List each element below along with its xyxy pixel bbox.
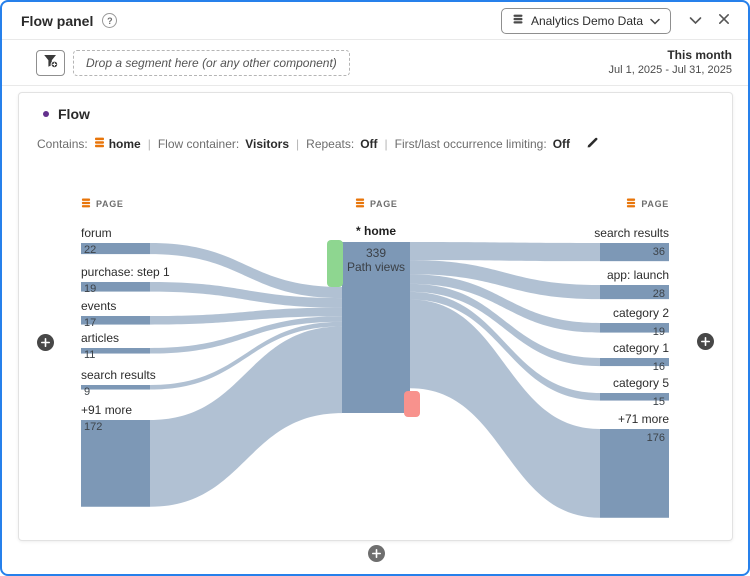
pencil-icon [586, 136, 599, 152]
date-range-value: Jul 1, 2025 - Jul 31, 2025 [608, 64, 732, 77]
page-dimension-icon [81, 198, 91, 210]
dataset-selector-label: Analytics Demo Data [530, 13, 643, 28]
help-icon[interactable]: ? [102, 13, 118, 28]
page-dimension-icon [94, 137, 105, 151]
contains-value: home [108, 137, 141, 151]
column-header-page-left: PAGE [81, 198, 124, 210]
occurrence-value: Off [552, 137, 571, 151]
segment-drop-zone-text: Drop a segment here (or any other compon… [86, 55, 337, 70]
criteria-separator: | [147, 137, 151, 151]
segment-toolbar: Drop a segment here (or any other compon… [2, 40, 748, 86]
column-header-page-right: PAGE [626, 198, 669, 210]
close-icon [718, 13, 730, 28]
segment-filter-button[interactable] [36, 49, 65, 76]
page-dimension-icon [355, 198, 365, 210]
criteria-separator: | [296, 137, 300, 151]
panel-header: Flow panel ? Analytics Demo Data [2, 2, 748, 40]
page-title: Flow panel [21, 12, 94, 29]
container-label: Flow container: [157, 137, 240, 151]
report-suite-icon [512, 13, 524, 28]
plus-icon [701, 334, 710, 349]
flow-visualization-card: Flow Contains: home | Flow container: Vi… [18, 92, 733, 541]
chevron-down-icon [689, 13, 702, 28]
expand-column-right-button[interactable] [697, 333, 714, 350]
edit-flow-settings-button[interactable] [584, 134, 601, 154]
plus-icon [41, 335, 50, 350]
segment-drop-zone[interactable]: Drop a segment here (or any other compon… [73, 49, 350, 76]
chevron-down-icon [650, 14, 660, 28]
repeats-label: Repeats: [306, 137, 355, 151]
dataset-selector-button[interactable]: Analytics Demo Data [500, 7, 671, 34]
contains-label: Contains: [37, 137, 88, 151]
flow-card-title[interactable]: Flow [58, 106, 90, 122]
add-panel-content-button[interactable] [368, 545, 385, 562]
contains-dimension-chip[interactable]: home [94, 137, 141, 151]
column-header-page-middle: PAGE [355, 198, 398, 210]
plus-icon [372, 546, 381, 561]
column-header-label: PAGE [641, 199, 669, 209]
occurrence-label: First/last occurrence limiting: [394, 137, 547, 151]
container-value: Visitors [245, 137, 290, 151]
expand-column-left-button[interactable] [37, 334, 54, 351]
viz-color-dot [43, 111, 49, 117]
close-panel-button[interactable] [716, 11, 732, 30]
criteria-separator: | [384, 137, 388, 151]
column-header-label: PAGE [96, 199, 124, 209]
date-range-picker[interactable]: This month Jul 1, 2025 - Jul 31, 2025 [608, 48, 732, 78]
filter-funnel-icon [43, 54, 59, 71]
flow-criteria-bar: Contains: home | Flow container: Visitor… [19, 122, 732, 154]
page-dimension-icon [626, 198, 636, 210]
date-range-label: This month [667, 47, 732, 62]
collapse-panel-button[interactable] [687, 11, 704, 30]
flow-card-header: Flow [19, 93, 732, 122]
repeats-value: Off [360, 137, 378, 151]
column-header-label: PAGE [370, 199, 398, 209]
